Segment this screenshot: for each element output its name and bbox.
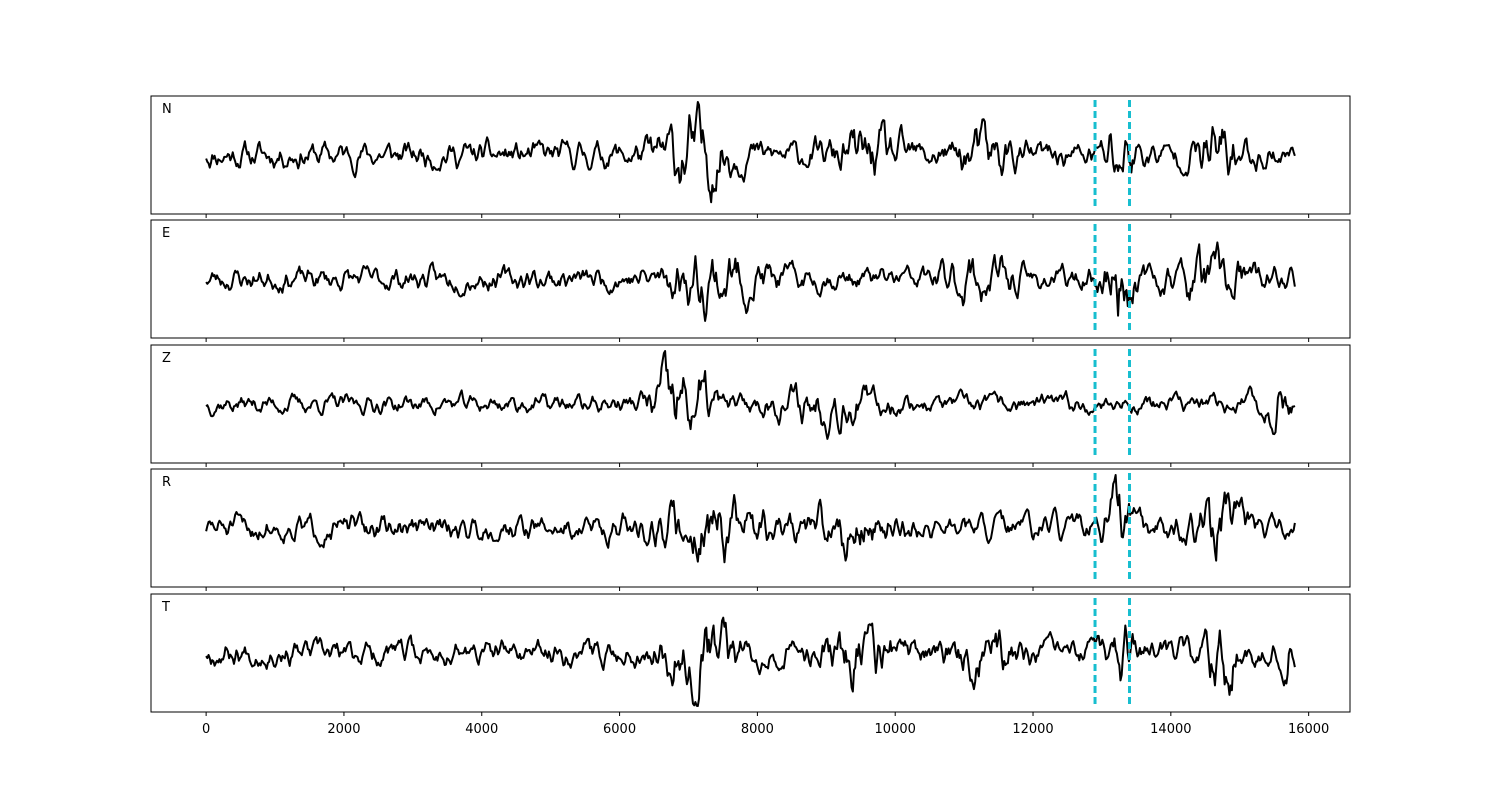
panel-frame (150, 219, 1351, 339)
panel-e: E (150, 219, 1351, 342)
x-tick-label: 2000 (327, 722, 360, 737)
waveform-e (205, 241, 1296, 322)
waveform-n (205, 101, 1296, 204)
panels-layer: N E Z R T (150, 95, 1351, 716)
panel-label-r: R (162, 475, 171, 490)
x-tick-label: 8000 (741, 722, 774, 737)
panel-frame (150, 344, 1351, 464)
x-tick-label: 10000 (875, 722, 916, 737)
x-tick-label: 0 (202, 722, 210, 737)
panel-label-t: T (161, 600, 170, 615)
panel-r: R (150, 468, 1351, 591)
waveform-t (205, 616, 1296, 707)
panel-z: Z (150, 344, 1351, 467)
panel-frame (150, 95, 1351, 215)
x-tick-label: 14000 (1150, 722, 1191, 737)
panel-label-z: Z (162, 351, 171, 366)
x-tick-label: 12000 (1012, 722, 1053, 737)
panel-t: T (150, 593, 1351, 716)
panel-n: N (150, 95, 1351, 218)
panel-label-n: N (162, 102, 172, 117)
panel-frame (150, 468, 1351, 588)
panel-label-e: E (162, 226, 170, 241)
x-tick-label: 4000 (465, 722, 498, 737)
x-tick-label: 6000 (603, 722, 636, 737)
waveform-r (205, 474, 1296, 564)
x-axis: 0 2000 4000 6000 8000 10000 12000 14000 16000 (202, 722, 1329, 737)
x-tick-label: 16000 (1288, 722, 1329, 737)
waveform-z (205, 350, 1296, 440)
